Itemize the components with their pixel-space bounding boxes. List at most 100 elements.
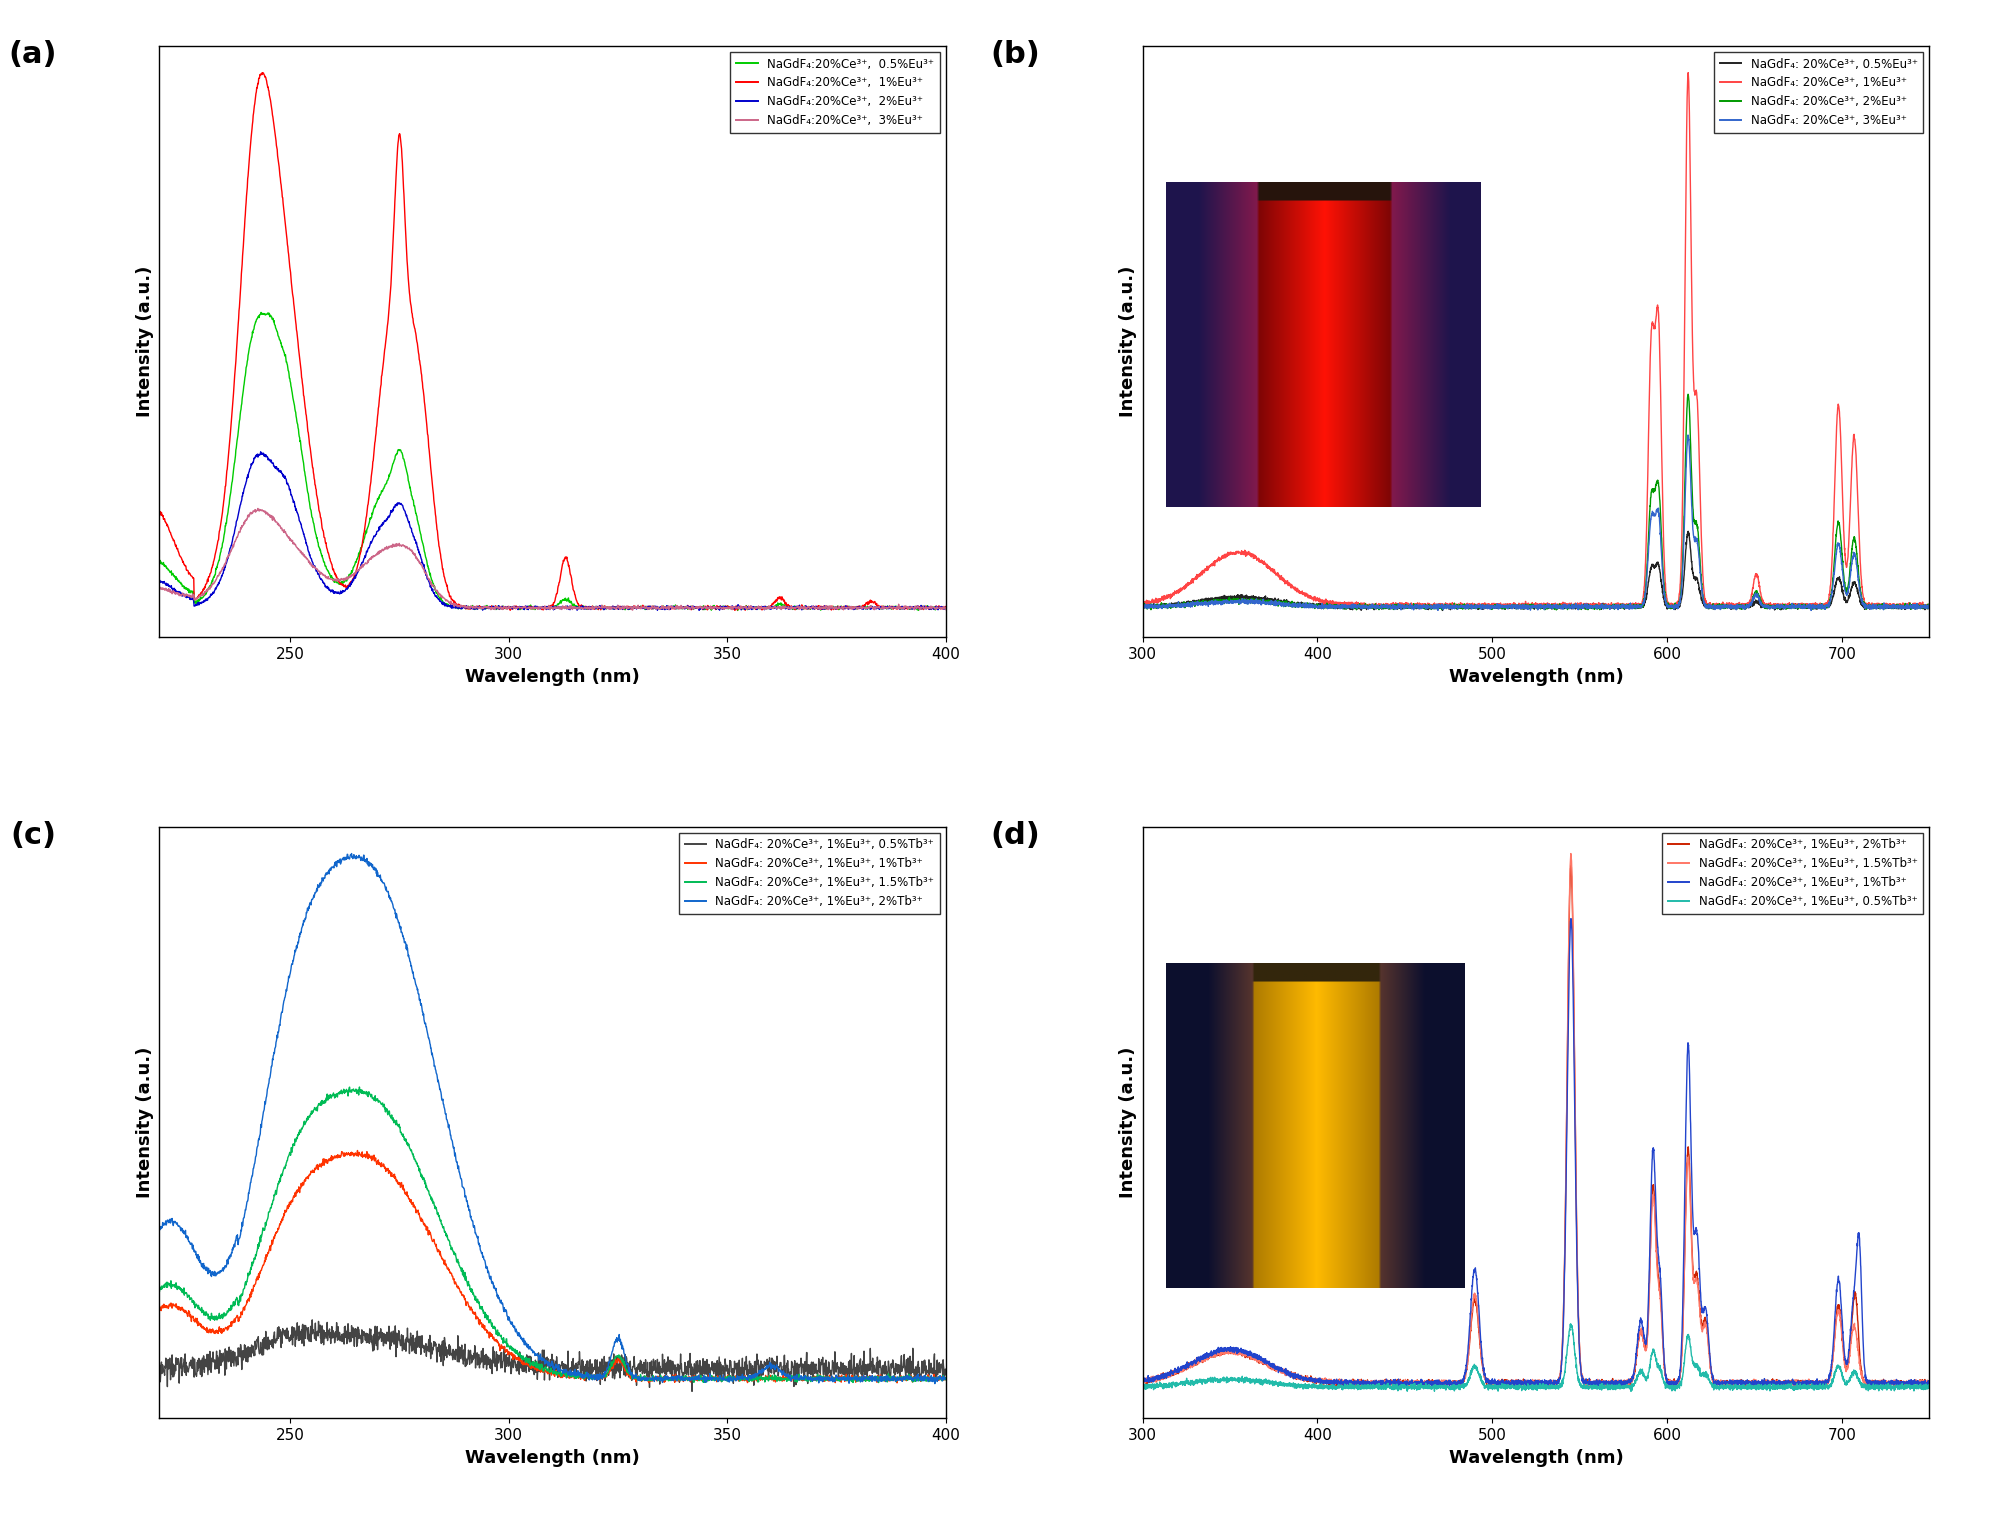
- NaGdF₄: 20%Ce³⁺, 1%Eu³⁺, 1%Tb³⁺: (395, 0.0403): 20%Ce³⁺, 1%Eu³⁺, 1%Tb³⁺: (395, 0.0403): [911, 1369, 935, 1388]
- NaGdF₄: 20%Ce³⁺, 1%Eu³⁺, 1.5%Tb³⁺: (395, 0.0422): 20%Ce³⁺, 1%Eu³⁺, 1.5%Tb³⁺: (395, 0.0422): [911, 1368, 935, 1386]
- NaGdF₄:20%Ce³⁺,  2%Eu³⁺: [911, 599, 935, 618]
- NaGdF₄: 20%Ce³⁺, 1%Eu³⁺, 1.5%Tb³⁺: (220, 0.218): 20%Ce³⁺, 1%Eu³⁺, 1.5%Tb³⁺: (220, 0.218): [147, 1281, 171, 1299]
- NaGdF₄: 20%Ce³⁺, 1%Eu³⁺, 1.5%Tb³⁺: (726, 0.0205): 20%Ce³⁺, 1%Eu³⁺, 1.5%Tb³⁺: (726, 0.0205): [1876, 1374, 1899, 1392]
- NaGdF₄:20%Ce³⁺,  0.5%Eu³⁺: [147, 552, 171, 570]
- NaGdF₄: 20%Ce³⁺, 2%Eu³⁺: (612, 0.415): 20%Ce³⁺, 2%Eu³⁺: (612, 0.415): [1677, 386, 1701, 404]
- NaGdF₄: 20%Ce³⁺, 1%Eu³⁺, 1%Tb³⁺: (389, 0.0313): 20%Ce³⁺, 1%Eu³⁺, 1%Tb³⁺: (389, 0.0313): [885, 1374, 909, 1392]
- Line: NaGdF₄:20%Ce³⁺,  2%Eu³⁺: NaGdF₄:20%Ce³⁺, 2%Eu³⁺: [159, 451, 947, 610]
- NaGdF₄:20%Ce³⁺,  3%Eu³⁺: [509, 599, 533, 618]
- NaGdF₄:20%Ce³⁺,  2%Eu³⁺: [187, 595, 211, 613]
- Line: NaGdF₄: 20%Ce³⁺, 1%Eu³⁺, 2%Tb³⁺: NaGdF₄: 20%Ce³⁺, 1%Eu³⁺, 2%Tb³⁺: [159, 854, 947, 1383]
- NaGdF₄: 20%Ce³⁺, 1%Eu³⁺, 1%Tb³⁺: (726, 0.0198): 20%Ce³⁺, 1%Eu³⁺, 1%Tb³⁺: (726, 0.0198): [1876, 1374, 1899, 1392]
- NaGdF₄: 20%Ce³⁺, 1%Eu³⁺, 0.5%Tb³⁺: (255, 0.157): 20%Ce³⁺, 1%Eu³⁺, 0.5%Tb³⁺: (255, 0.157): [300, 1310, 324, 1328]
- NaGdF₄:20%Ce³⁺,  2%Eu³⁺: [935, 598, 959, 616]
- NaGdF₄: 20%Ce³⁺, 2%Eu³⁺: (709, 0.113): 20%Ce³⁺, 2%Eu³⁺: (709, 0.113): [1846, 544, 1870, 563]
- NaGdF₄: 20%Ce³⁺, 3%Eu³⁺: (682, 0.00498): 20%Ce³⁺, 3%Eu³⁺: (682, 0.00498): [1800, 601, 1824, 619]
- NaGdF₄: 20%Ce³⁺, 1%Eu³⁺, 0.5%Tb³⁺: (308, 0.0791): 20%Ce³⁺, 1%Eu³⁺, 0.5%Tb³⁺: (308, 0.0791): [531, 1350, 555, 1368]
- NaGdF₄: 20%Ce³⁺, 1%Eu³⁺, 0.5%Tb³⁺: (726, 0.0148): 20%Ce³⁺, 1%Eu³⁺, 0.5%Tb³⁺: (726, 0.0148): [1876, 1377, 1899, 1395]
- NaGdF₄: 20%Ce³⁺, 1%Eu³⁺, 1.5%Tb³⁺: (266, 0.623): 20%Ce³⁺, 1%Eu³⁺, 1.5%Tb³⁺: (266, 0.623): [348, 1078, 372, 1096]
- NaGdF₄: 20%Ce³⁺, 1%Eu³⁺, 1.5%Tb³⁺: (395, 0.0425): 20%Ce³⁺, 1%Eu³⁺, 1.5%Tb³⁺: (395, 0.0425): [911, 1368, 935, 1386]
- NaGdF₄: 20%Ce³⁺, 2%Eu³⁺: (726, 0.0133): 20%Ce³⁺, 2%Eu³⁺: (726, 0.0133): [1876, 596, 1899, 615]
- Text: (d): (d): [991, 820, 1040, 849]
- NaGdF₄: 20%Ce³⁺, 1%Eu³⁺, 0.5%Tb³⁺: (472, 0.0129): 20%Ce³⁺, 1%Eu³⁺, 0.5%Tb³⁺: (472, 0.0129): [1432, 1377, 1456, 1395]
- NaGdF₄: 20%Ce³⁺, 1%Eu³⁺, 1%Tb³⁺: (708, 0.271): 20%Ce³⁺, 1%Eu³⁺, 1%Tb³⁺: (708, 0.271): [1846, 1244, 1870, 1263]
- NaGdF₄: 20%Ce³⁺, 1%Eu³⁺, 2%Tb³⁺: (632, 0.0121): 20%Ce³⁺, 1%Eu³⁺, 2%Tb³⁺: (632, 0.0121): [1711, 1377, 1734, 1395]
- NaGdF₄: 20%Ce³⁺, 1%Eu³⁺, 1%Tb³⁺: (220, 0.178): 20%Ce³⁺, 1%Eu³⁺, 1%Tb³⁺: (220, 0.178): [147, 1301, 171, 1319]
- NaGdF₄: 20%Ce³⁺, 1%Eu³⁺, 1.5%Tb³⁺: (502, 0.0116): 20%Ce³⁺, 1%Eu³⁺, 1.5%Tb³⁺: (502, 0.0116): [1484, 1379, 1508, 1397]
- NaGdF₄: 20%Ce³⁺, 2%Eu³⁺: (472, 0.00919): 20%Ce³⁺, 2%Eu³⁺: (472, 0.00919): [1432, 599, 1456, 618]
- Line: NaGdF₄: 20%Ce³⁺, 1%Eu³⁺, 1.5%Tb³⁺: NaGdF₄: 20%Ce³⁺, 1%Eu³⁺, 1.5%Tb³⁺: [1142, 854, 1929, 1388]
- NaGdF₄: 20%Ce³⁺, 1%Eu³⁺, 2%Tb³⁺: (400, 0.0403): 20%Ce³⁺, 1%Eu³⁺, 2%Tb³⁺: (400, 0.0403): [935, 1369, 959, 1388]
- NaGdF₄: 20%Ce³⁺, 1%Eu³⁺, 1%Tb³⁺: (265, 0.496): 20%Ce³⁺, 1%Eu³⁺, 1%Tb³⁺: (265, 0.496): [346, 1141, 370, 1159]
- NaGdF₄: 20%Ce³⁺, 1%Eu³⁺, 1%Tb³⁺: (395, 0.043): 20%Ce³⁺, 1%Eu³⁺, 1%Tb³⁺: (395, 0.043): [911, 1368, 935, 1386]
- Line: NaGdF₄: 20%Ce³⁺, 1%Eu³⁺, 0.5%Tb³⁺: NaGdF₄: 20%Ce³⁺, 1%Eu³⁺, 0.5%Tb³⁺: [1142, 1324, 1929, 1391]
- NaGdF₄: 20%Ce³⁺, 1%Eu³⁺, 0.5%Tb³⁺: (220, 0.0722): 20%Ce³⁺, 1%Eu³⁺, 0.5%Tb³⁺: (220, 0.0722): [147, 1353, 171, 1371]
- Line: NaGdF₄:20%Ce³⁺,  3%Eu³⁺: NaGdF₄:20%Ce³⁺, 3%Eu³⁺: [159, 508, 947, 610]
- NaGdF₄: 20%Ce³⁺, 2%Eu³⁺: (750, 0.0117): 20%Ce³⁺, 2%Eu³⁺: (750, 0.0117): [1917, 598, 1941, 616]
- NaGdF₄: 20%Ce³⁺, 1%Eu³⁺: (456, 0.00878): 20%Ce³⁺, 1%Eu³⁺: (456, 0.00878): [1402, 599, 1426, 618]
- NaGdF₄: 20%Ce³⁺, 3%Eu³⁺: (709, 0.0858): 20%Ce³⁺, 3%Eu³⁺: (709, 0.0858): [1846, 558, 1870, 576]
- NaGdF₄:20%Ce³⁺,  1%Eu³⁺: [935, 598, 959, 616]
- NaGdF₄: 20%Ce³⁺, 1%Eu³⁺: (612, 1.02): 20%Ce³⁺, 1%Eu³⁺: (612, 1.02): [1677, 64, 1701, 82]
- NaGdF₄: 20%Ce³⁺, 1%Eu³⁺, 2%Tb³⁺: (545, 1.02): 20%Ce³⁺, 1%Eu³⁺, 2%Tb³⁺: (545, 1.02): [1559, 856, 1583, 874]
- NaGdF₄: 20%Ce³⁺, 0.5%Eu³⁺: (472, 0.00503): 20%Ce³⁺, 0.5%Eu³⁺: (472, 0.00503): [1430, 601, 1454, 619]
- NaGdF₄: 20%Ce³⁺, 2%Eu³⁺: (582, 0.0083): 20%Ce³⁺, 2%Eu³⁺: (582, 0.0083): [1623, 599, 1647, 618]
- NaGdF₄: 20%Ce³⁺, 3%Eu³⁺: (726, 0.015): 20%Ce³⁺, 3%Eu³⁺: (726, 0.015): [1876, 596, 1899, 615]
- Line: NaGdF₄:20%Ce³⁺,  1%Eu³⁺: NaGdF₄:20%Ce³⁺, 1%Eu³⁺: [159, 73, 947, 610]
- Line: NaGdF₄: 20%Ce³⁺, 1%Eu³⁺, 1.5%Tb³⁺: NaGdF₄: 20%Ce³⁺, 1%Eu³⁺, 1.5%Tb³⁺: [159, 1087, 947, 1383]
- NaGdF₄: 20%Ce³⁺, 1%Eu³⁺, 0.5%Tb³⁺: (706, 0.0421): 20%Ce³⁺, 1%Eu³⁺, 0.5%Tb³⁺: (706, 0.0421): [1842, 1362, 1866, 1380]
- Line: NaGdF₄: 20%Ce³⁺, 1%Eu³⁺, 0.5%Tb³⁺: NaGdF₄: 20%Ce³⁺, 1%Eu³⁺, 0.5%Tb³⁺: [159, 1319, 947, 1391]
- NaGdF₄: 20%Ce³⁺, 1%Eu³⁺, 1%Tb³⁺: (400, 0.0386): 20%Ce³⁺, 1%Eu³⁺, 1%Tb³⁺: (400, 0.0386): [935, 1369, 959, 1388]
- NaGdF₄: 20%Ce³⁺, 1%Eu³⁺, 0.5%Tb³⁺: (362, 0.0626): 20%Ce³⁺, 1%Eu³⁺, 0.5%Tb³⁺: (362, 0.0626): [768, 1359, 792, 1377]
- NaGdF₄:20%Ce³⁺,  0.5%Eu³⁺: [911, 598, 935, 616]
- NaGdF₄: 20%Ce³⁺, 2%Eu³⁺: (354, 0.0246): 20%Ce³⁺, 2%Eu³⁺: (354, 0.0246): [1225, 590, 1249, 608]
- NaGdF₄:20%Ce³⁺,  3%Eu³⁺: [768, 598, 792, 616]
- Legend: NaGdF₄: 20%Ce³⁺, 1%Eu³⁺, 2%Tb³⁺, NaGdF₄: 20%Ce³⁺, 1%Eu³⁺, 1.5%Tb³⁺, NaGdF₄: 20%C: NaGdF₄: 20%Ce³⁺, 1%Eu³⁺, 2%Tb³⁺, NaGdF₄:…: [1663, 833, 1923, 913]
- NaGdF₄: 20%Ce³⁺, 1%Eu³⁺, 1%Tb³⁺: (750, 0.0236): 20%Ce³⁺, 1%Eu³⁺, 1%Tb³⁺: (750, 0.0236): [1917, 1372, 1941, 1391]
- Text: (a): (a): [8, 40, 58, 69]
- NaGdF₄:20%Ce³⁺,  0.5%Eu³⁺: [509, 599, 533, 618]
- NaGdF₄: 20%Ce³⁺, 0.5%Eu³⁺: (750, 0.0117): 20%Ce³⁺, 0.5%Eu³⁺: (750, 0.0117): [1917, 598, 1941, 616]
- NaGdF₄:20%Ce³⁺,  3%Eu³⁺: [911, 598, 935, 616]
- NaGdF₄:20%Ce³⁺,  1%Eu³⁺: [187, 586, 211, 604]
- X-axis label: Wavelength (nm): Wavelength (nm): [1448, 1449, 1623, 1467]
- NaGdF₄: 20%Ce³⁺, 1%Eu³⁺, 2%Tb³⁺: (300, 0.0206): 20%Ce³⁺, 1%Eu³⁺, 2%Tb³⁺: (300, 0.0206): [1130, 1374, 1154, 1392]
- NaGdF₄: 20%Ce³⁺, 0.5%Eu³⁺: (612, 0.155): 20%Ce³⁺, 0.5%Eu³⁺: (612, 0.155): [1677, 522, 1701, 540]
- NaGdF₄: 20%Ce³⁺, 3%Eu³⁺: (750, 0.013): 20%Ce³⁺, 3%Eu³⁺: (750, 0.013): [1917, 598, 1941, 616]
- NaGdF₄: 20%Ce³⁺, 1%Eu³⁺, 2%Tb³⁺: (308, 0.0764): 20%Ce³⁺, 1%Eu³⁺, 2%Tb³⁺: (308, 0.0764): [531, 1351, 555, 1369]
- NaGdF₄: 20%Ce³⁺, 1%Eu³⁺, 1%Tb³⁺: (300, 0.0232): 20%Ce³⁺, 1%Eu³⁺, 1%Tb³⁺: (300, 0.0232): [1130, 1372, 1154, 1391]
- NaGdF₄: 20%Ce³⁺, 1%Eu³⁺, 1.5%Tb³⁺: (354, 0.0759): 20%Ce³⁺, 1%Eu³⁺, 1.5%Tb³⁺: (354, 0.0759): [1225, 1345, 1249, 1363]
- NaGdF₄: 20%Ce³⁺, 1%Eu³⁺, 0.5%Tb³⁺: (342, 0.0144): 20%Ce³⁺, 1%Eu³⁺, 0.5%Tb³⁺: (342, 0.0144): [680, 1382, 704, 1400]
- NaGdF₄: 20%Ce³⁺, 0.5%Eu³⁺: (582, 0.0108): 20%Ce³⁺, 0.5%Eu³⁺: (582, 0.0108): [1623, 598, 1647, 616]
- NaGdF₄: 20%Ce³⁺, 0.5%Eu³⁺: (726, 0.00893): 20%Ce³⁺, 0.5%Eu³⁺: (726, 0.00893): [1876, 599, 1899, 618]
- NaGdF₄: 20%Ce³⁺, 1%Eu³⁺, 2%Tb³⁺: (395, 0.0353): 20%Ce³⁺, 1%Eu³⁺, 2%Tb³⁺: (395, 0.0353): [911, 1371, 935, 1389]
- NaGdF₄: 20%Ce³⁺, 0.5%Eu³⁺: (709, 0.0479): 20%Ce³⁺, 0.5%Eu³⁺: (709, 0.0479): [1846, 578, 1870, 596]
- NaGdF₄: 20%Ce³⁺, 2%Eu³⁺: (300, 0.0134): 20%Ce³⁺, 2%Eu³⁺: (300, 0.0134): [1130, 596, 1154, 615]
- NaGdF₄: 20%Ce³⁺, 3%Eu³⁺: (706, 0.109): 20%Ce³⁺, 3%Eu³⁺: (706, 0.109): [1842, 546, 1866, 564]
- NaGdF₄: 20%Ce³⁺, 3%Eu³⁺: (612, 0.337): 20%Ce³⁺, 3%Eu³⁺: (612, 0.337): [1677, 425, 1701, 444]
- Y-axis label: Intensity (a.u.): Intensity (a.u.): [1120, 1046, 1138, 1199]
- NaGdF₄:20%Ce³⁺,  1%Eu³⁺: [768, 587, 792, 605]
- NaGdF₄: 20%Ce³⁺, 1%Eu³⁺, 1%Tb³⁺: (731, 0.0111): 20%Ce³⁺, 1%Eu³⁺, 1%Tb³⁺: (731, 0.0111): [1886, 1379, 1909, 1397]
- NaGdF₄: 20%Ce³⁺, 1%Eu³⁺, 0.5%Tb³⁺: (545, 0.134): 20%Ce³⁺, 1%Eu³⁺, 0.5%Tb³⁺: (545, 0.134): [1559, 1315, 1583, 1333]
- NaGdF₄:20%Ce³⁺,  3%Eu³⁺: [911, 599, 935, 618]
- NaGdF₄: 20%Ce³⁺, 1%Eu³⁺, 2%Tb³⁺: (726, 0.0181): 20%Ce³⁺, 1%Eu³⁺, 2%Tb³⁺: (726, 0.0181): [1876, 1374, 1899, 1392]
- NaGdF₄: 20%Ce³⁺, 1%Eu³⁺, 1.5%Tb³⁺: (582, 0.0538): 20%Ce³⁺, 1%Eu³⁺, 1.5%Tb³⁺: (582, 0.0538): [1623, 1356, 1647, 1374]
- NaGdF₄: 20%Ce³⁺, 1%Eu³⁺, 1.5%Tb³⁺: (706, 0.129): 20%Ce³⁺, 1%Eu³⁺, 1.5%Tb³⁺: (706, 0.129): [1842, 1318, 1866, 1336]
- NaGdF₄: 20%Ce³⁺, 1%Eu³⁺, 1%Tb³⁺: (545, 0.918): 20%Ce³⁺, 1%Eu³⁺, 1%Tb³⁺: (545, 0.918): [1559, 909, 1583, 927]
- NaGdF₄: 20%Ce³⁺, 1%Eu³⁺, 2%Tb³⁺: (709, 0.168): 20%Ce³⁺, 1%Eu³⁺, 2%Tb³⁺: (709, 0.168): [1846, 1298, 1870, 1316]
- NaGdF₄: 20%Ce³⁺, 1%Eu³⁺, 2%Tb³⁺: (362, 0.0587): 20%Ce³⁺, 1%Eu³⁺, 2%Tb³⁺: (362, 0.0587): [768, 1360, 792, 1379]
- NaGdF₄:20%Ce³⁺,  0.5%Eu³⁺: [768, 595, 792, 613]
- NaGdF₄: 20%Ce³⁺, 1%Eu³⁺: (706, 0.324): 20%Ce³⁺, 1%Eu³⁺: (706, 0.324): [1842, 433, 1866, 451]
- Y-axis label: Intensity (a.u.): Intensity (a.u.): [135, 265, 153, 418]
- NaGdF₄: 20%Ce³⁺, 1%Eu³⁺: (726, 0.0141): 20%Ce³⁺, 1%Eu³⁺: (726, 0.0141): [1876, 596, 1899, 615]
- Legend: NaGdF₄: 20%Ce³⁺, 1%Eu³⁺, 0.5%Tb³⁺, NaGdF₄: 20%Ce³⁺, 1%Eu³⁺, 1%Tb³⁺, NaGdF₄: 20%C: NaGdF₄: 20%Ce³⁺, 1%Eu³⁺, 0.5%Tb³⁺, NaGdF…: [678, 833, 941, 913]
- NaGdF₄: 20%Ce³⁺, 1%Eu³⁺: (354, 0.116): 20%Ce³⁺, 1%Eu³⁺: (354, 0.116): [1225, 543, 1249, 561]
- NaGdF₄: 20%Ce³⁺, 1%Eu³⁺, 1%Tb³⁺: (472, 0.0184): 20%Ce³⁺, 1%Eu³⁺, 1%Tb³⁺: (472, 0.0184): [1432, 1374, 1456, 1392]
- Line: NaGdF₄: 20%Ce³⁺, 1%Eu³⁺, 1%Tb³⁺: NaGdF₄: 20%Ce³⁺, 1%Eu³⁺, 1%Tb³⁺: [1142, 918, 1929, 1388]
- NaGdF₄: 20%Ce³⁺, 1%Eu³⁺, 0.5%Tb³⁺: (300, 0.0121): 20%Ce³⁺, 1%Eu³⁺, 0.5%Tb³⁺: (300, 0.0121): [1130, 1377, 1154, 1395]
- NaGdF₄: 20%Ce³⁺, 1%Eu³⁺: (472, 0.0142): 20%Ce³⁺, 1%Eu³⁺: (472, 0.0142): [1432, 596, 1456, 615]
- NaGdF₄: 20%Ce³⁺, 1%Eu³⁺: (300, 0.0211): 20%Ce³⁺, 1%Eu³⁺: (300, 0.0211): [1130, 593, 1154, 612]
- NaGdF₄: 20%Ce³⁺, 1%Eu³⁺: (582, 0.0143): 20%Ce³⁺, 1%Eu³⁺: (582, 0.0143): [1623, 596, 1647, 615]
- Text: (c): (c): [10, 820, 58, 849]
